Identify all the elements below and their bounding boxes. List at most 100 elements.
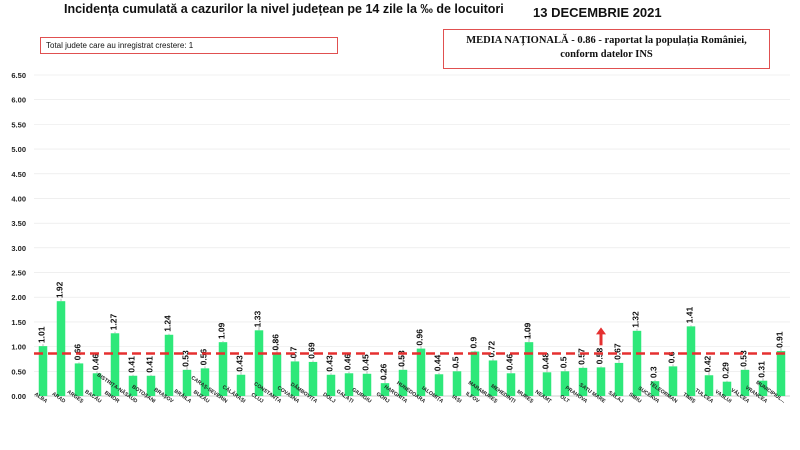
data-label: 0.45 bbox=[361, 354, 371, 371]
y-tick-label: 0.00 bbox=[11, 392, 26, 401]
data-label: 0.56 bbox=[199, 349, 209, 366]
data-label: 0.6 bbox=[667, 351, 677, 363]
report-date: 13 DECEMBRIE 2021 bbox=[533, 5, 662, 20]
national-average-box: MEDIA NAȚIONALĂ - 0.86 - raportat la pop… bbox=[443, 29, 770, 69]
y-tick-label: 0.50 bbox=[11, 367, 26, 376]
y-tick-label: 6.50 bbox=[11, 71, 26, 80]
data-label: 1.32 bbox=[631, 311, 641, 328]
data-label: 0.46 bbox=[505, 353, 515, 370]
increase-summary-box: Total judete care au inregistrat crester… bbox=[40, 37, 338, 54]
data-label: 1.41 bbox=[685, 307, 695, 324]
data-label: 0.26 bbox=[379, 363, 389, 380]
bar bbox=[128, 375, 138, 396]
bar bbox=[182, 369, 192, 396]
bar bbox=[578, 367, 588, 396]
bar bbox=[704, 375, 714, 396]
bar bbox=[254, 330, 264, 396]
category-label: OLT bbox=[559, 394, 571, 405]
data-label: 0.5 bbox=[451, 356, 461, 368]
bar bbox=[542, 372, 552, 396]
data-label: 1.33 bbox=[253, 311, 263, 328]
data-label: 0.48 bbox=[541, 352, 551, 369]
data-label: 0.86 bbox=[271, 334, 281, 351]
bar bbox=[380, 383, 390, 396]
bar bbox=[668, 366, 678, 396]
y-tick-label: 2.00 bbox=[11, 293, 26, 302]
bar bbox=[524, 342, 534, 396]
bar bbox=[452, 371, 462, 396]
data-label: 0.41 bbox=[127, 356, 137, 373]
category-label: IAȘI bbox=[451, 394, 463, 405]
bar bbox=[686, 326, 696, 396]
bar bbox=[398, 369, 408, 396]
bar bbox=[470, 351, 480, 396]
chart-title: Incidența cumulată a cazurilor la nivel … bbox=[64, 2, 504, 16]
bar bbox=[416, 348, 426, 396]
data-label: 0.5 bbox=[559, 356, 569, 368]
national-average-line2: conform datelor INS bbox=[560, 49, 653, 60]
y-tick-label: 2.50 bbox=[11, 269, 26, 278]
bar bbox=[164, 334, 174, 396]
data-label: 0.58 bbox=[595, 348, 605, 365]
y-tick-label: 1.50 bbox=[11, 318, 26, 327]
bar bbox=[740, 369, 750, 396]
bar bbox=[596, 367, 606, 396]
data-label: 0.46 bbox=[343, 353, 353, 370]
data-label: 1.27 bbox=[109, 313, 119, 330]
bar bbox=[200, 368, 210, 396]
data-label: 0.53 bbox=[739, 350, 749, 367]
bar bbox=[38, 346, 48, 396]
bar bbox=[92, 373, 102, 396]
data-label: 0.43 bbox=[235, 355, 245, 372]
bar bbox=[308, 361, 318, 396]
y-tick-label: 5.50 bbox=[11, 120, 26, 129]
bar bbox=[506, 373, 516, 396]
bar bbox=[632, 330, 642, 396]
y-tick-label: 3.00 bbox=[11, 244, 26, 253]
data-label: 1.09 bbox=[523, 322, 533, 339]
y-tick-label: 4.00 bbox=[11, 194, 26, 203]
bar bbox=[344, 373, 354, 396]
bar bbox=[218, 342, 228, 396]
data-label: 0.43 bbox=[325, 355, 335, 372]
data-label: 0.67 bbox=[613, 343, 623, 360]
bar bbox=[56, 301, 66, 396]
data-label: 0.53 bbox=[397, 350, 407, 367]
bar bbox=[560, 371, 570, 396]
data-label: 0.57 bbox=[577, 348, 587, 365]
data-label: 0.53 bbox=[181, 350, 191, 367]
data-label: 0.69 bbox=[307, 342, 317, 359]
increase-summary-text: Total judete care au inregistrat crester… bbox=[46, 41, 194, 50]
y-tick-label: 3.50 bbox=[11, 219, 26, 228]
data-label: 1.09 bbox=[217, 322, 227, 339]
data-label: 0.29 bbox=[721, 362, 731, 379]
y-tick-label: 6.00 bbox=[11, 96, 26, 105]
data-label: 0.3 bbox=[649, 366, 659, 378]
data-label: 1.92 bbox=[55, 281, 65, 298]
bar bbox=[614, 362, 624, 396]
data-label: 0.66 bbox=[73, 344, 83, 361]
y-tick-label: 4.50 bbox=[11, 170, 26, 179]
data-label: 0.42 bbox=[703, 355, 713, 372]
bar bbox=[146, 375, 156, 396]
data-label: 0.91 bbox=[775, 331, 785, 348]
data-label: 0.44 bbox=[433, 354, 443, 371]
bar bbox=[722, 381, 732, 396]
data-label: 0.72 bbox=[487, 341, 497, 358]
bar bbox=[74, 363, 84, 396]
bar bbox=[272, 353, 282, 396]
y-tick-label: 5.00 bbox=[11, 145, 26, 154]
bar bbox=[110, 333, 120, 396]
bar bbox=[758, 380, 768, 396]
data-label: 0.41 bbox=[145, 356, 155, 373]
bar bbox=[776, 351, 786, 396]
bar bbox=[650, 381, 660, 396]
data-label: 1.24 bbox=[163, 315, 173, 332]
data-label: 0.46 bbox=[91, 353, 101, 370]
bar bbox=[434, 374, 444, 396]
data-label: 0.9 bbox=[469, 336, 479, 348]
bar bbox=[362, 373, 372, 396]
bar bbox=[326, 374, 336, 396]
y-tick-label: 1.00 bbox=[11, 343, 26, 352]
